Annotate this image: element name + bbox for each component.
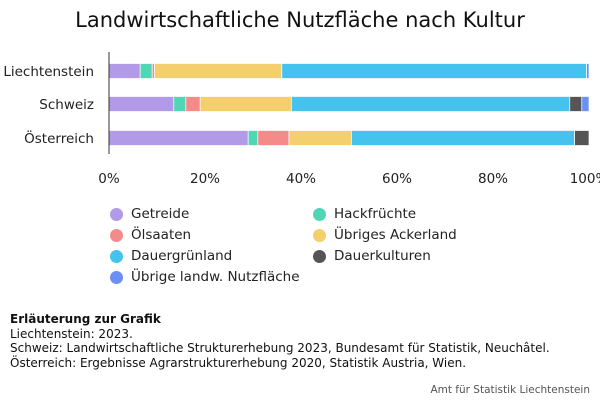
legend-swatch bbox=[110, 228, 123, 242]
bar-segment bbox=[199, 96, 292, 112]
bar-segment bbox=[185, 96, 201, 112]
category-label: Liechtenstein bbox=[3, 64, 94, 80]
bar-segment bbox=[569, 96, 583, 112]
legend-item: Übriges Ackerland bbox=[313, 227, 457, 243]
category-label: Österreich bbox=[24, 129, 94, 147]
legend-swatch bbox=[313, 249, 326, 263]
bar-segment bbox=[108, 130, 249, 146]
x-tick-label: 100% bbox=[570, 171, 600, 187]
x-tick-label: 80% bbox=[478, 171, 508, 187]
legend-item: Hackfrüchte bbox=[313, 206, 416, 222]
category-label: Schweiz bbox=[39, 97, 94, 113]
legend-swatch bbox=[110, 207, 123, 221]
notes-line-schweiz: Schweiz: Landwirtschaftliche Strukturerh… bbox=[10, 341, 550, 355]
x-tick-label: 60% bbox=[382, 171, 412, 187]
bar-segment bbox=[351, 130, 575, 146]
legend-item: Dauerkulturen bbox=[313, 248, 431, 264]
bar-segment bbox=[151, 63, 155, 79]
notes-line-liechtenstein: Liechtenstein: 2023. bbox=[10, 326, 133, 341]
chart-title: Landwirtschaftliche Nutzfläche nach Kult… bbox=[75, 8, 525, 32]
x-tick-label: 40% bbox=[286, 171, 316, 187]
bar-segment bbox=[108, 63, 141, 79]
legend-label: Übrige landw. Nutzfläche bbox=[131, 269, 300, 285]
bar-segment bbox=[257, 130, 290, 146]
legend-item: Getreide bbox=[110, 206, 189, 222]
legend-swatch bbox=[313, 228, 326, 242]
legend-swatch bbox=[313, 207, 326, 221]
legend-label: Dauergrünland bbox=[131, 248, 233, 264]
bar-segment bbox=[173, 96, 187, 112]
legend-item: Dauergrünland bbox=[110, 248, 232, 264]
legend-label: Ölsaaten bbox=[131, 227, 192, 243]
legend-label: Dauerkulturen bbox=[334, 248, 431, 264]
bar-segment bbox=[108, 96, 175, 112]
bar-segment bbox=[586, 63, 590, 79]
legend-swatch bbox=[110, 270, 123, 284]
bar-segment bbox=[281, 63, 587, 79]
legend-label: Übriges Ackerland bbox=[334, 227, 457, 243]
legend-item: Ölsaaten bbox=[110, 227, 191, 243]
source-credit: Amt für Statistik Liechtenstein bbox=[430, 384, 590, 396]
notes-line-oesterreich: Österreich: Ergebnisse Agrarstrukturerhe… bbox=[10, 355, 467, 370]
legend-label: Hackfrüchte bbox=[334, 206, 417, 222]
legend-item: Übrige landw. Nutzfläche bbox=[110, 269, 300, 285]
bar-segment bbox=[154, 63, 283, 79]
x-tick-label: 0% bbox=[98, 171, 120, 187]
stacked-bar-chart: Liechtenstein Schweiz Österreich 0% 20% 40% 60… bbox=[3, 52, 600, 187]
bar-segment bbox=[581, 96, 590, 112]
bar-segment bbox=[139, 63, 153, 79]
bar-segment bbox=[247, 130, 259, 146]
bar-segment bbox=[574, 130, 590, 146]
bar-segment bbox=[291, 96, 571, 112]
legend-swatch bbox=[110, 249, 123, 263]
x-tick-label: 20% bbox=[190, 171, 220, 187]
chart-notes: Erläuterung zur Grafik Liechtenstein: 20… bbox=[10, 312, 550, 370]
notes-heading: Erläuterung zur Grafik bbox=[10, 312, 161, 326]
legend-label: Getreide bbox=[131, 206, 190, 222]
bar-segment bbox=[288, 130, 352, 146]
